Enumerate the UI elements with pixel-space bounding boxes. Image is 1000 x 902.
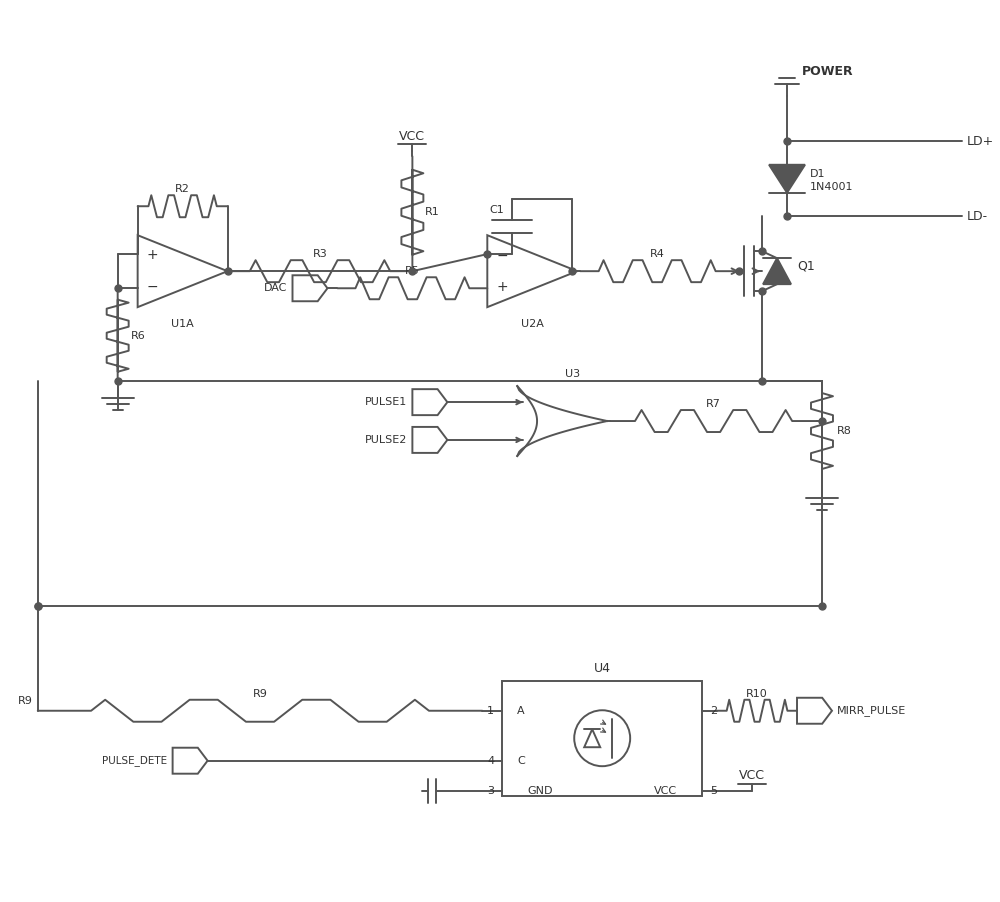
Text: 1: 1 [487,705,494,716]
Polygon shape [769,165,805,193]
Text: VCC: VCC [739,769,765,782]
Text: U3: U3 [565,369,580,379]
Text: GND: GND [527,786,553,796]
Text: R3: R3 [313,249,327,259]
Text: U4: U4 [594,662,611,676]
Text: C1: C1 [490,205,504,216]
Text: POWER: POWER [802,65,854,78]
Text: R9: R9 [18,695,33,705]
Text: R8: R8 [837,426,852,436]
Text: 5: 5 [710,786,717,796]
Text: R2: R2 [175,184,190,194]
Text: −: − [496,248,508,262]
Text: 4: 4 [487,756,494,766]
Text: C: C [517,756,525,766]
Text: LD-: LD- [967,210,988,223]
Text: −: − [147,280,158,294]
Text: VCC: VCC [399,130,425,143]
Text: +: + [147,248,158,262]
Text: 2: 2 [710,705,717,716]
Text: A: A [517,705,525,716]
Text: PULSE1: PULSE1 [365,397,407,407]
Text: MIRR_PULSE: MIRR_PULSE [837,705,906,716]
Text: Q1: Q1 [797,260,815,272]
Text: R9: R9 [253,689,267,699]
Text: U2A: U2A [521,319,544,329]
Text: 3: 3 [487,786,494,796]
Text: D1: D1 [810,169,826,179]
Text: VCC: VCC [654,786,677,796]
Text: R1: R1 [425,207,440,217]
Text: +: + [496,280,508,294]
Text: R5: R5 [405,266,420,276]
Text: R7: R7 [706,399,721,409]
Text: 1N4001: 1N4001 [810,182,854,192]
Text: LD+: LD+ [967,134,994,148]
Text: PULSE2: PULSE2 [365,435,407,445]
Polygon shape [763,258,791,284]
Text: U1A: U1A [171,319,194,329]
Text: DAC: DAC [264,283,288,293]
Text: PULSE_DETE: PULSE_DETE [102,755,168,766]
Text: R10: R10 [746,689,768,699]
Text: R6: R6 [131,331,145,341]
Text: R4: R4 [650,249,665,259]
